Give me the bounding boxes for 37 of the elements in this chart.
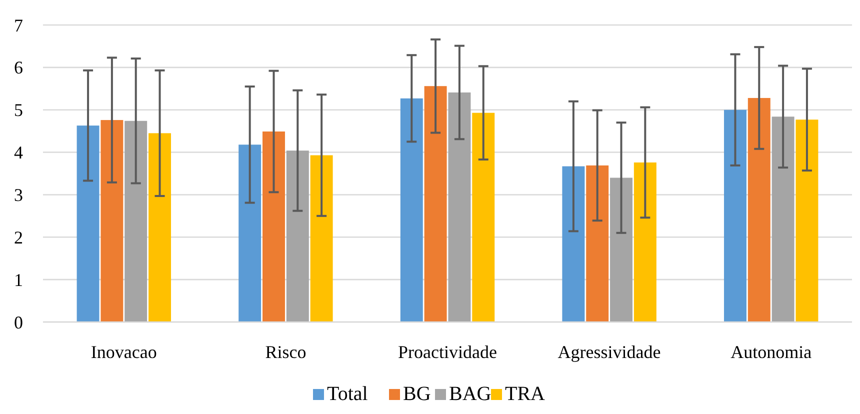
- x-tick-label: Agressividade: [558, 342, 661, 362]
- bar: [724, 110, 746, 322]
- bar: [238, 144, 262, 322]
- x-tick-label: Proactividade: [398, 342, 497, 362]
- bar: [796, 120, 818, 322]
- y-tick-label: 0: [14, 312, 23, 332]
- y-tick-label: 4: [14, 142, 23, 163]
- bar: [148, 133, 172, 322]
- y-tick-label: 3: [14, 185, 23, 206]
- legend-label: Total: [327, 383, 368, 405]
- bar: [310, 155, 333, 322]
- bar: [262, 131, 285, 322]
- bar: [100, 120, 124, 322]
- y-tick-label: 5: [14, 100, 23, 120]
- x-tick-label: Risco: [265, 342, 306, 362]
- bar: [286, 150, 309, 322]
- x-tick-label: Autonomia: [730, 342, 812, 362]
- x-tick-label: Inovacao: [90, 342, 157, 362]
- bar: [400, 98, 423, 322]
- bar: [562, 166, 585, 322]
- y-tick-label: 7: [14, 15, 23, 36]
- bar: [748, 98, 770, 322]
- bar: [448, 92, 471, 322]
- y-tick-label: 6: [14, 58, 23, 78]
- bar: [472, 112, 495, 322]
- bar: [124, 120, 148, 322]
- legend-label: BAG: [449, 383, 492, 405]
- bar: [610, 178, 632, 322]
- bar: [424, 86, 447, 322]
- bar: [76, 126, 100, 322]
- y-tick-label: 1: [14, 270, 23, 290]
- bar: [634, 162, 656, 322]
- bar: [772, 116, 794, 322]
- legend-label: TRA: [505, 383, 546, 405]
- y-tick-label: 2: [14, 227, 23, 248]
- legend-label: BG: [403, 383, 431, 405]
- bar: [586, 165, 609, 322]
